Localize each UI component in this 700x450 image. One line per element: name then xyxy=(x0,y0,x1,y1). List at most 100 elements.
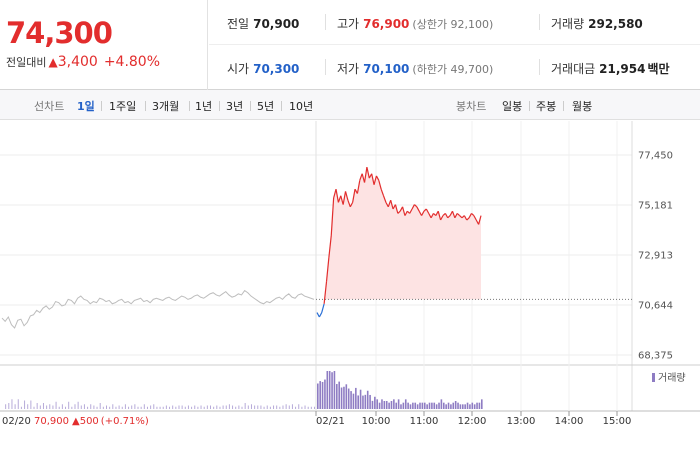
today-series-segment xyxy=(390,200,394,210)
volume-bar xyxy=(134,404,136,409)
today-series-segment xyxy=(454,213,458,219)
volume-bar xyxy=(452,402,455,409)
volume-bar xyxy=(206,405,208,409)
volume-bar xyxy=(383,401,386,409)
volume-bar xyxy=(146,406,148,409)
volume-bar xyxy=(14,404,16,409)
divider xyxy=(219,101,220,111)
volume-bar xyxy=(343,386,345,409)
volume-bar xyxy=(30,400,32,409)
today-series-segment xyxy=(330,197,335,236)
volume-bar xyxy=(269,406,271,409)
volume-bar xyxy=(336,384,338,409)
today-series-segment xyxy=(366,166,370,179)
volume-bar xyxy=(473,404,476,409)
volume-bar xyxy=(461,404,464,409)
today-series-segment xyxy=(394,204,399,214)
volume-bar xyxy=(307,406,309,409)
divider xyxy=(563,101,564,111)
volume-bar xyxy=(371,400,374,409)
today-series-segment xyxy=(359,173,363,181)
volume-bar xyxy=(364,394,367,409)
period-1w[interactable]: 1주일 xyxy=(109,100,137,113)
volume-bar xyxy=(33,406,35,409)
divider xyxy=(325,14,326,30)
stat-label: 시가 xyxy=(227,62,250,76)
price-chart[interactable]: 77,450 75,181 72,913 70,644 68,375 거래량 02/20… xyxy=(0,121,700,450)
volume-bar xyxy=(153,404,155,409)
volume-bar xyxy=(194,405,196,409)
period-3y[interactable]: 3년 xyxy=(226,100,244,113)
volume-bar xyxy=(442,402,445,409)
prev-day-date: 02/20 xyxy=(2,416,31,427)
today-series-segment xyxy=(430,213,434,219)
today-series-segment xyxy=(459,215,463,219)
volume-bar xyxy=(197,406,199,409)
today-series-segment xyxy=(444,213,449,219)
today-series-segment xyxy=(387,199,392,207)
volume-bar xyxy=(93,405,95,409)
volume-bars xyxy=(5,371,483,409)
today-series-segment xyxy=(437,211,442,221)
period-10y[interactable]: 10년 xyxy=(289,100,314,113)
prev-day-close: 70,900 xyxy=(34,416,69,427)
volume-bar xyxy=(178,405,180,409)
candle-chart-title: 봉차트 xyxy=(456,100,487,113)
today-series-segment xyxy=(416,206,420,212)
volume-bar xyxy=(393,399,395,409)
period-bar: 선차트 1일 1주일 3개월 1년 3년 5년 10년 봉차트 일봉 주봉 월봉 xyxy=(0,90,700,120)
today-series-segment xyxy=(373,175,377,185)
today-series-segment xyxy=(344,191,349,201)
period-3m[interactable]: 3개월 xyxy=(152,100,180,113)
volume-bar xyxy=(87,406,89,409)
volume-bar xyxy=(200,405,202,409)
volume-bar xyxy=(426,404,428,409)
stat-label: 거래대금 xyxy=(551,62,596,76)
price-change: 전일대비 ▲3,400 +4.80% xyxy=(6,54,160,70)
stat-label: 거래량 xyxy=(551,17,585,31)
period-1y[interactable]: 1년 xyxy=(195,100,213,113)
today-line xyxy=(316,166,482,318)
volume-bar xyxy=(106,405,107,409)
volume-bar xyxy=(109,406,111,409)
stat-prev-close: 전일 70,900 xyxy=(227,15,299,32)
today-series-segment xyxy=(323,281,328,304)
volume-bar xyxy=(225,405,227,409)
volume-bar xyxy=(83,404,85,409)
current-price: 74,300 xyxy=(6,16,113,50)
stat-unit: 백만 xyxy=(647,62,670,76)
today-series-segment xyxy=(352,189,356,203)
divider xyxy=(145,101,146,111)
volume-bar xyxy=(65,406,67,409)
prev-day-pct: (+0.71%) xyxy=(101,416,149,427)
stat-sub: (상한가 92,100) xyxy=(412,18,494,31)
y-tick-label: 72,913 xyxy=(638,251,673,262)
volume-bar xyxy=(8,403,10,409)
volume-bar xyxy=(118,405,120,409)
period-5y[interactable]: 5년 xyxy=(257,100,275,113)
candle-daily[interactable]: 일봉 xyxy=(502,100,523,113)
volume-bar xyxy=(131,405,133,409)
divider xyxy=(189,101,190,111)
volume-bar xyxy=(238,405,240,409)
volume-bar xyxy=(27,404,29,409)
volume-bar xyxy=(310,406,312,409)
today-series-segment xyxy=(447,215,451,219)
volume-bar xyxy=(350,391,352,409)
volume-bar xyxy=(90,404,92,409)
volume-bar xyxy=(321,381,324,409)
stat-sub: (하한가 49,700) xyxy=(412,63,494,76)
volume-bar xyxy=(374,396,376,409)
today-series-segment xyxy=(321,303,325,313)
volume-bar xyxy=(366,390,369,409)
period-1d[interactable]: 1일 xyxy=(77,100,95,113)
candle-monthly[interactable]: 월봉 xyxy=(572,100,593,113)
volume-bar xyxy=(412,402,414,409)
volume-bar xyxy=(409,404,412,409)
today-series-segment xyxy=(421,210,425,216)
volume-bar xyxy=(20,406,22,409)
stat-high: 고가 76,900 (상한가 92,100) xyxy=(337,15,493,32)
volume-bar xyxy=(319,381,321,409)
volume-bar xyxy=(314,406,315,409)
candle-weekly[interactable]: 주봉 xyxy=(536,100,557,113)
